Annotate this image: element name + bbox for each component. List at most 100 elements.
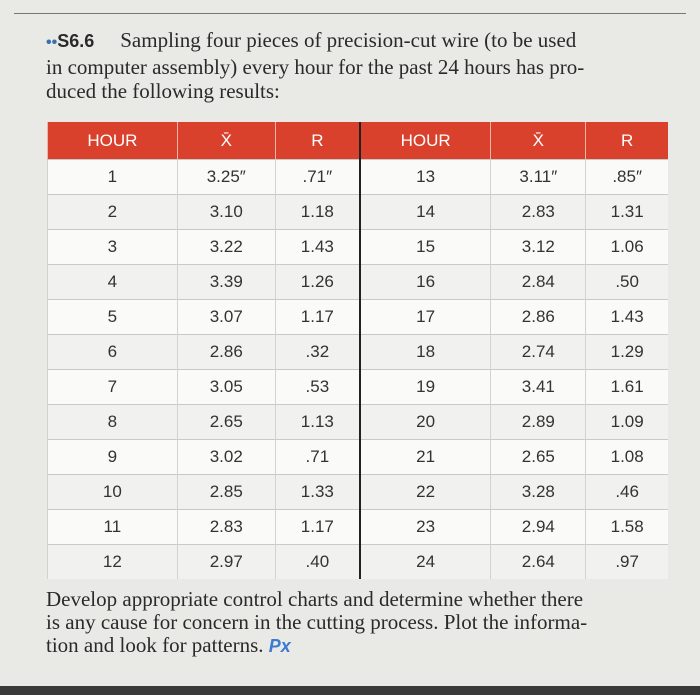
photo-edge (0, 686, 700, 695)
header-row: HOUR X̄ R HOUR X̄ R (47, 122, 668, 160)
table-cell: 2.94 (490, 509, 586, 545)
table-cell: 17 (358, 299, 491, 335)
table-cell: .71″ (274, 159, 360, 195)
column-header: R (585, 122, 668, 160)
table-cell: 9 (47, 439, 178, 475)
table-cell: 4 (47, 264, 178, 300)
table-cell: 2.97 (176, 544, 276, 579)
table-cell: 14 (358, 194, 491, 230)
table-cell: 1.08 (585, 439, 668, 475)
table-cell: 12 (47, 544, 178, 579)
table-cell: .50 (585, 264, 668, 300)
table-row: 5 3.07 1.17 17 2.86 1.43 (47, 299, 668, 335)
table-row: 9 3.02.71 21 2.65 1.08 (47, 439, 668, 475)
table-row: 10 2.85 1.33 22 3.28.46 (47, 474, 668, 510)
table-cell: .32 (274, 334, 360, 370)
table-cell: 1.17 (274, 299, 360, 335)
table-row: 4 3.39 1.26 16 2.84.50 (47, 264, 668, 300)
table-cell: 2.85 (176, 474, 276, 510)
text-line: in computer assembly) every hour for the… (46, 55, 585, 79)
table-cell: 22 (358, 474, 491, 510)
table-cell: .85″ (585, 159, 668, 195)
column-header: X̄ (176, 122, 276, 160)
table-row: 12 2.97.40 24 2.64.97 (47, 544, 668, 579)
table-cell: 1.33 (274, 474, 360, 510)
table-cell: 3.41 (490, 369, 586, 405)
table-row: 3 3.22 1.43 15 3.12 1.06 (47, 229, 668, 265)
table-cell: 5 (47, 299, 178, 335)
table-cell: 3.22 (176, 229, 276, 265)
table-row: 2 3.10 1.18 14 2.83 1.31 (47, 194, 668, 230)
table-cell: 2.89 (490, 404, 586, 440)
table-cell: 1.61 (585, 369, 668, 405)
text-line: Develop appropriate control charts and d… (46, 587, 584, 611)
table-cell: 2.64 (490, 544, 586, 579)
table-cell: 1.26 (274, 264, 360, 300)
table-cell: 1.09 (585, 404, 668, 440)
table-cell: 2.86 (490, 299, 586, 335)
table-cell: 6 (47, 334, 178, 370)
table-cell: 1.58 (585, 509, 668, 545)
table-cell: 2.84 (490, 264, 586, 300)
table-cell: 24 (358, 544, 491, 579)
column-header: X̄ (490, 122, 586, 160)
table-row: 11 2.83 1.17 23 2.94 1.58 (47, 509, 668, 545)
rule (14, 13, 686, 14)
text-line: tion and look for patterns. (46, 633, 264, 657)
data-table: HOUR X̄ R HOUR X̄ R 1 3.25″ .71″ 13 3.11″ .85″ 2 3.10… (47, 122, 668, 579)
column-header: R (274, 122, 360, 160)
table-cell: 3.05 (176, 369, 276, 405)
table-cell: 3.07 (176, 299, 276, 335)
text-line: is any cause for concern in the cutting … (46, 610, 588, 634)
problem-text: ••S6.6 Sampling four pieces of precision-… (46, 28, 584, 103)
table-cell: .71 (274, 439, 360, 475)
table-row: 8 2.65 1.13 20 2.89 1.09 (47, 404, 668, 440)
table-cell: 2.83 (490, 194, 586, 230)
column-header: HOUR (47, 122, 178, 160)
table-cell: 1.31 (585, 194, 668, 230)
table-cell: 3.39 (176, 264, 276, 300)
text-line: Sampling four pieces of precision-cut wi… (120, 28, 577, 52)
table-cell: 16 (358, 264, 491, 300)
table-cell: 1.29 (585, 334, 668, 370)
table-row: 7 3.05.53 19 3.41 1.61 (47, 369, 668, 405)
table-cell: 15 (358, 229, 491, 265)
problem-number: S6.6 (57, 31, 95, 51)
icon: Px (268, 636, 291, 656)
table-cell: .46 (585, 474, 668, 510)
table-cell: 2.83 (176, 509, 276, 545)
table-cell: .97 (585, 544, 668, 579)
table-row: 1 3.25″ .71″ 13 3.11″ .85″ (47, 159, 668, 195)
table-cell: 1.43 (274, 229, 360, 265)
table-cell: 18 (358, 334, 491, 370)
table-cell: .40 (274, 544, 360, 579)
table-cell: 1.06 (585, 229, 668, 265)
table-cell: 11 (47, 509, 178, 545)
table-cell: 20 (358, 404, 491, 440)
table-cell: 3.10 (176, 194, 276, 230)
instruction-text: Develop appropriate control charts and d… (46, 588, 587, 658)
table-cell: 23 (358, 509, 491, 545)
text-line: duced the following results: (46, 79, 280, 103)
table-cell: 1.13 (274, 404, 360, 440)
table-cell: 3.11″ (490, 159, 586, 195)
table-cell: 2 (47, 194, 178, 230)
table-cell: 19 (358, 369, 491, 405)
table-cell: 2.86 (176, 334, 276, 370)
table-row: 6 2.86.32 18 2.74 1.29 (47, 334, 668, 370)
table-cell: 2.65 (490, 439, 586, 475)
column-header: HOUR (358, 122, 491, 160)
table-cell: 3.28 (490, 474, 586, 510)
table-cell: 3 (47, 229, 178, 265)
table-cell: 8 (47, 404, 178, 440)
table-cell: 2.65 (176, 404, 276, 440)
bullets: •• (46, 34, 58, 51)
table-cell: 3.25″ (176, 159, 276, 195)
table-cell: 1 (47, 159, 178, 195)
table-cell: 1.43 (585, 299, 668, 335)
table-cell: 10 (47, 474, 178, 510)
table-cell: 3.02 (176, 439, 276, 475)
table-cell: 2.74 (490, 334, 586, 370)
table-cell: 1.18 (274, 194, 360, 230)
